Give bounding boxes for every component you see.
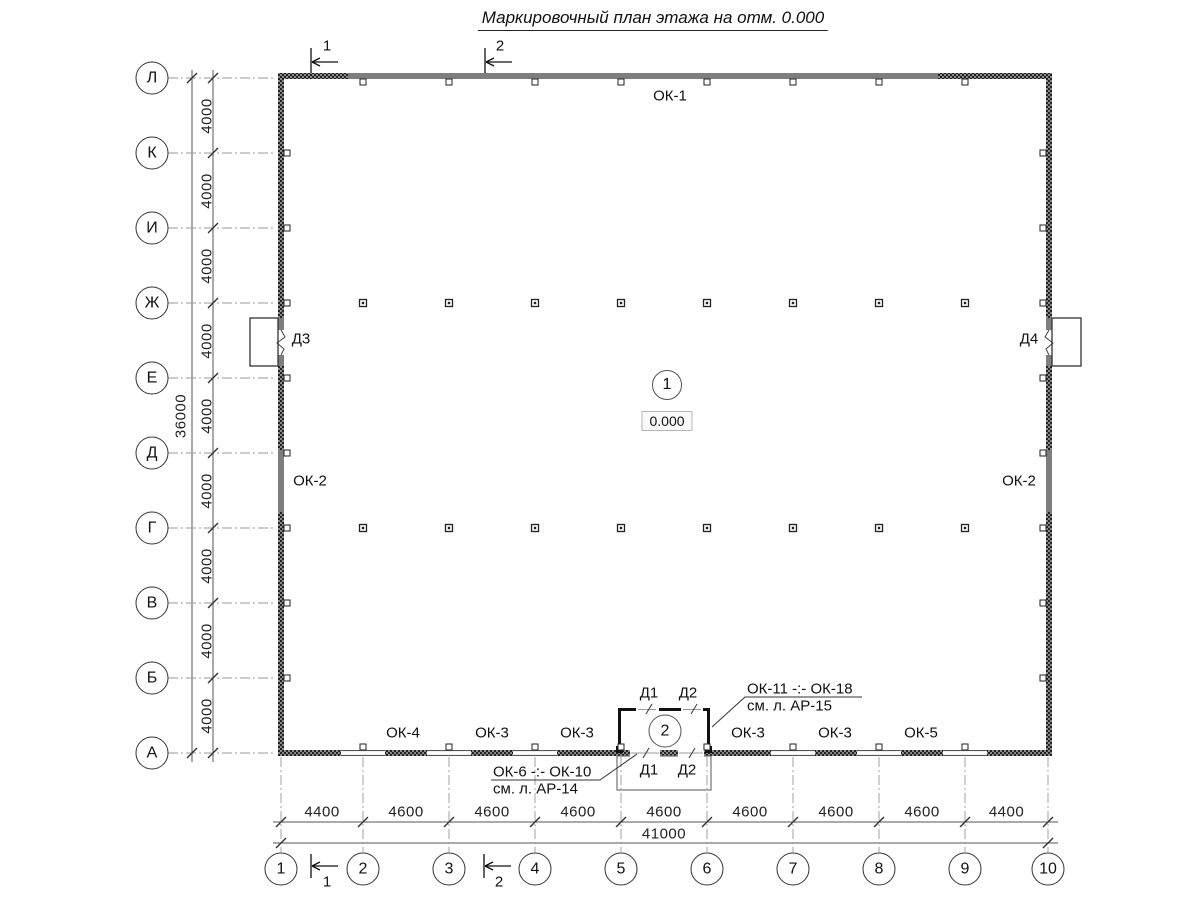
row-spacing-dim-8: 4000: [198, 697, 216, 734]
row-bubble-6: Г: [135, 511, 169, 545]
callout-leaders: [491, 696, 862, 781]
section-mark-label: 2: [495, 37, 505, 55]
row-spacing-dim-0: 4000: [198, 97, 216, 134]
col-spacing-dim-2: 4600: [474, 803, 510, 821]
col-bubble-7: 8: [862, 852, 896, 886]
bottom-window-label: ОК-3: [560, 724, 594, 742]
section-marks: [310, 48, 512, 878]
col-spacing-dim-1: 4600: [388, 803, 424, 821]
row-bubble-7: В: [135, 586, 169, 620]
dimension-ticks: [186, 72, 1054, 849]
col-spacing-dim-7: 4600: [904, 803, 940, 821]
callout-windows-bottom-line1: ОК-6 -:- ОК-10: [493, 763, 592, 781]
section-mark-label: 1: [322, 873, 332, 891]
row-bubble-9: А: [135, 736, 169, 770]
tambour-door-label: Д1: [639, 684, 659, 702]
section-mark-label: 2: [494, 873, 504, 891]
row-bubble-4: Е: [135, 361, 169, 395]
bottom-window-label: ОК-3: [818, 724, 852, 742]
col-bubble-6: 7: [776, 852, 810, 886]
bottom-window-label: ОК-4: [386, 724, 420, 742]
col-spacing-dim-4: 4600: [646, 803, 682, 821]
total-height-dim: 36000: [172, 393, 190, 439]
callout-windows-top-line2: см. л. АР-15: [747, 697, 832, 715]
bottom-window-label: ОК-3: [731, 724, 765, 742]
col-spacing-dim-0: 4400: [304, 803, 340, 821]
side-door-openings: [276, 329, 1054, 356]
wall-pilasters: [283, 78, 1047, 751]
row-spacing-dim-6: 4000: [198, 547, 216, 584]
col-bubble-9: 10: [1031, 852, 1065, 886]
total-width-dim: 41000: [641, 825, 687, 843]
col-bubble-0: 1: [264, 852, 298, 886]
bottom-window-label: ОК-5: [904, 724, 938, 742]
tambour-number-bubble: 2: [648, 714, 682, 748]
row-bubble-1: К: [135, 136, 169, 170]
dimension-lines: [191, 70, 1058, 844]
row-bubble-0: Л: [135, 61, 169, 95]
elevation-mark: 0.000: [641, 411, 693, 431]
col-bubble-3: 4: [518, 852, 552, 886]
porches: [249, 317, 1082, 791]
col-bubble-5: 6: [690, 852, 724, 886]
window-label-left: ОК-2: [293, 472, 327, 490]
row-bubble-8: Б: [135, 661, 169, 695]
row-spacing-dim-4: 4000: [198, 397, 216, 434]
door-label-left: Д3: [291, 330, 311, 348]
row-spacing-dim-7: 4000: [198, 622, 216, 659]
interior-columns: [358, 298, 970, 533]
perimeter-walls: [278, 73, 1052, 756]
bottom-window-openings: [341, 750, 987, 756]
row-spacing-dim-3: 4000: [198, 322, 216, 359]
col-bubble-2: 3: [432, 852, 466, 886]
door-label-right: Д4: [1019, 330, 1039, 348]
room-number-bubble: 1: [652, 370, 682, 400]
row-spacing-dim-2: 4000: [198, 247, 216, 284]
tambour-door-label: Д2: [677, 761, 697, 779]
col-spacing-dim-5: 4600: [732, 803, 768, 821]
grid-axis-lines: [168, 77, 1049, 852]
tambour-door-label: Д2: [678, 684, 698, 702]
callout-windows-bottom-line2: см. л. АР-14: [493, 780, 578, 798]
row-bubble-2: И: [135, 211, 169, 245]
section-mark-label: 1: [322, 37, 332, 55]
col-spacing-dim-3: 4600: [560, 803, 596, 821]
window-label-top: ОК-1: [653, 87, 687, 105]
col-bubble-4: 5: [604, 852, 638, 886]
col-spacing-dim-8: 4400: [988, 803, 1025, 821]
row-spacing-dim-1: 4000: [198, 172, 216, 209]
window-label-right: ОК-2: [1002, 472, 1036, 490]
col-spacing-dim-6: 4600: [818, 803, 854, 821]
col-bubble-8: 9: [948, 852, 982, 886]
row-bubble-3: Ж: [135, 286, 169, 320]
tambour-door-label: Д1: [639, 761, 659, 779]
drawing-title: Маркировочный план этажа на отм. 0.000: [477, 8, 829, 31]
callout-windows-top-line1: ОК-11 -:- ОК-18: [747, 680, 853, 698]
col-bubble-1: 2: [346, 852, 380, 886]
bottom-window-label: ОК-3: [475, 724, 509, 742]
row-spacing-dim-5: 4000: [198, 472, 216, 509]
row-bubble-5: Д: [135, 436, 169, 470]
